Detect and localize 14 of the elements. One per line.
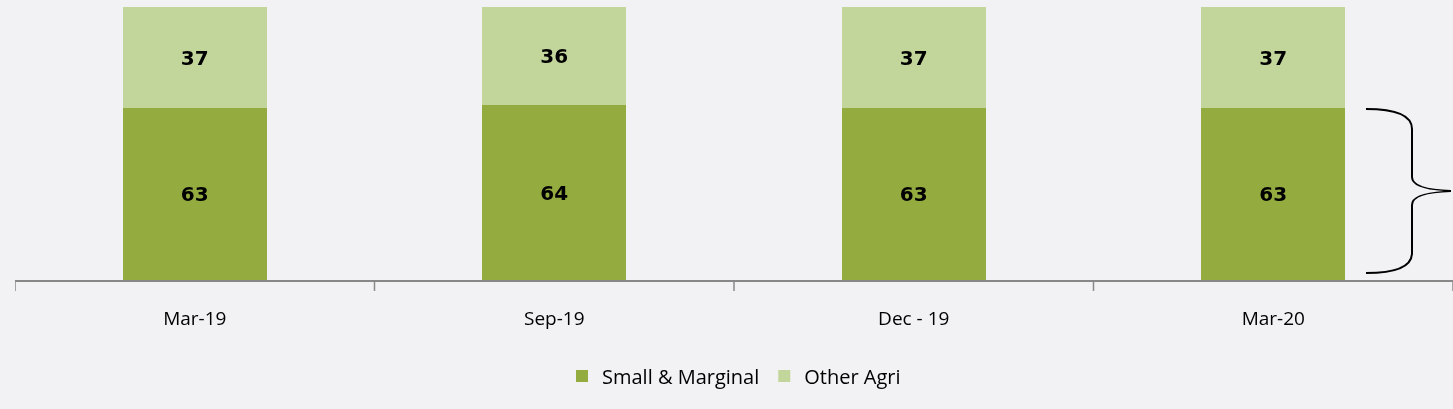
legend-label: Other Agri xyxy=(804,362,901,390)
data-label: 63 xyxy=(899,182,928,207)
data-label: 36 xyxy=(540,44,569,69)
legend-label: Small & Marginal xyxy=(602,362,760,390)
data-label: 63 xyxy=(1259,182,1288,207)
x-tick-label: Dec - 19 xyxy=(878,304,950,331)
data-label: 64 xyxy=(540,180,569,205)
x-tick-label: Mar-20 xyxy=(1241,304,1305,331)
data-label: 37 xyxy=(1259,45,1288,70)
data-label: 37 xyxy=(180,45,209,70)
data-label: 37 xyxy=(899,45,928,70)
x-tick-label: Mar-19 xyxy=(163,304,227,331)
data-label: 63 xyxy=(180,182,209,207)
x-tick-label: Sep-19 xyxy=(523,304,585,331)
